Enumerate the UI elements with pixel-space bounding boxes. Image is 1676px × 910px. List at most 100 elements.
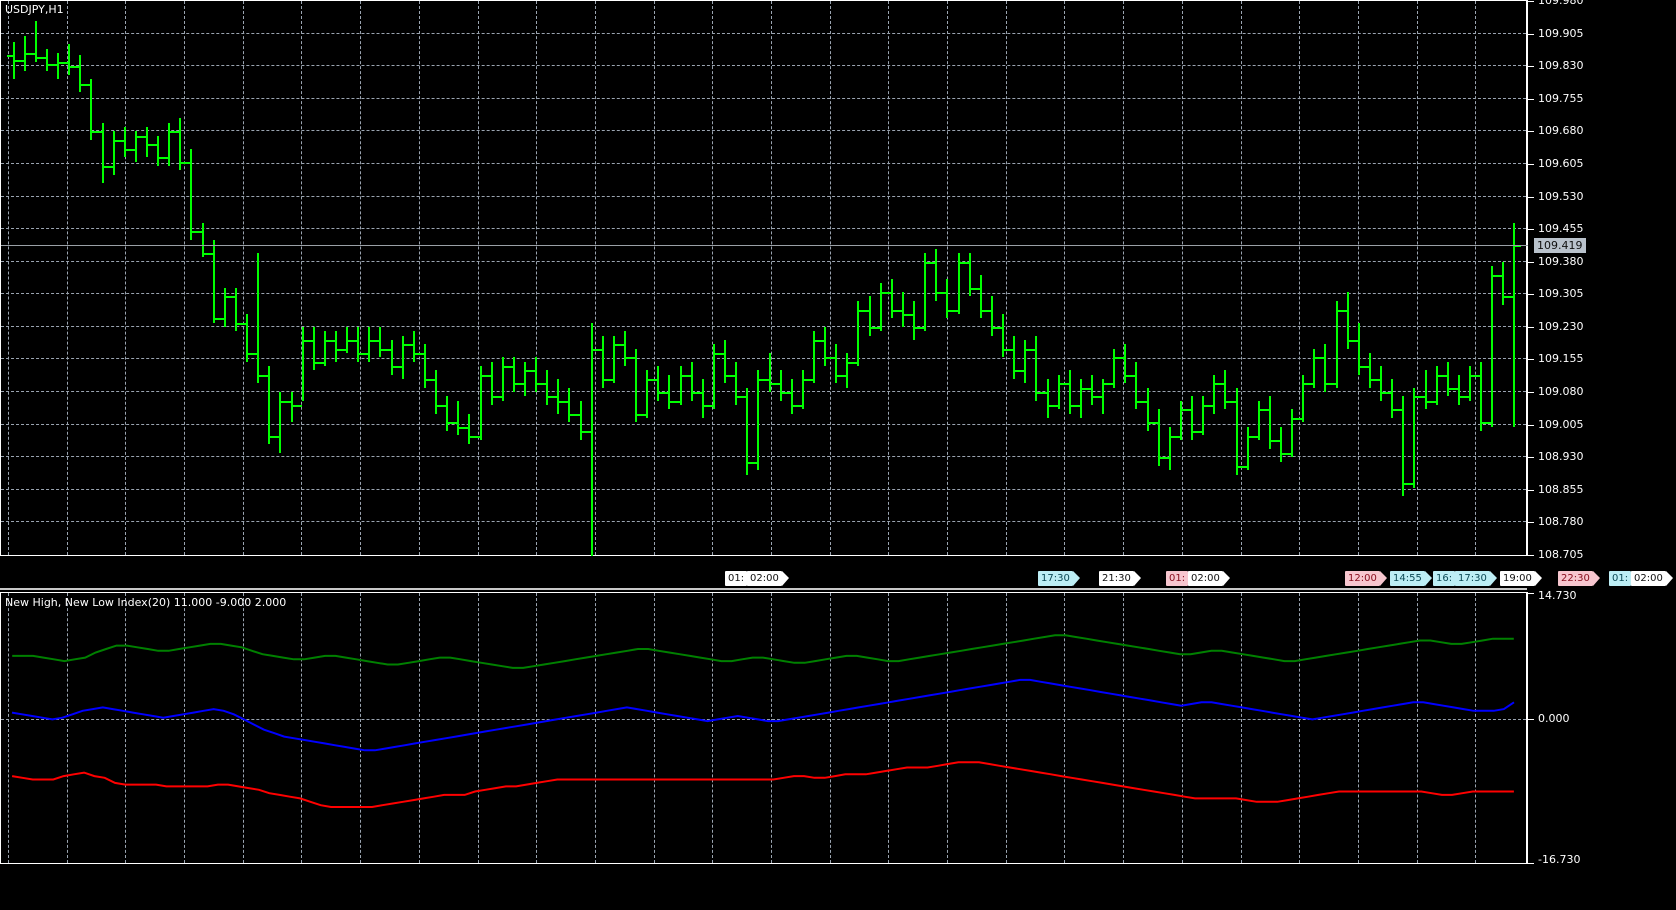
price-axis-label: 109.455 — [1538, 222, 1584, 235]
price-axis-label: 109.230 — [1538, 320, 1584, 333]
candle-open-tick — [1063, 383, 1069, 386]
candle-wick — [1347, 292, 1349, 349]
economic-event-marker[interactable]: 02:00 — [747, 571, 789, 586]
price-axis-tick — [1528, 457, 1534, 458]
candle-open-tick — [640, 413, 646, 416]
candle-wick — [391, 339, 393, 375]
candle-open-tick — [507, 365, 513, 368]
candle-open-tick — [585, 431, 591, 434]
candle-open-tick — [162, 157, 168, 160]
economic-event-marker[interactable]: 01: — [1609, 571, 1639, 586]
candle-close-tick — [1037, 392, 1043, 395]
candle-open-tick — [262, 374, 268, 377]
candle-open-tick — [596, 348, 602, 351]
candle-close-tick — [92, 131, 98, 134]
candle-open-tick — [1107, 383, 1113, 386]
main-chart-pane[interactable] — [0, 0, 1528, 558]
candle-open-tick — [496, 396, 502, 399]
candle-wick — [1258, 400, 1260, 440]
candle-wick — [1169, 426, 1171, 471]
candle-open-tick — [696, 392, 702, 395]
candle-open-tick — [1007, 348, 1013, 351]
candle-wick — [291, 392, 293, 423]
candle-wick — [35, 20, 37, 62]
candle-wick — [202, 222, 204, 258]
candle-open-tick — [952, 309, 958, 312]
candle-wick — [769, 352, 771, 393]
candle-open-tick — [1441, 374, 1447, 377]
candle-open-tick — [1041, 392, 1047, 395]
candle-open-tick — [963, 261, 969, 264]
candle-open-tick — [1363, 365, 1369, 368]
candle-wick — [802, 370, 804, 410]
candle-open-tick — [396, 365, 402, 368]
economic-event-marker[interactable]: 02:00 — [1631, 571, 1673, 586]
candle-wick — [1324, 344, 1326, 393]
candle-open-tick — [918, 326, 924, 329]
candle-open-tick — [1419, 396, 1425, 399]
candle-open-tick — [196, 231, 202, 234]
candle-open-tick — [1163, 457, 1169, 460]
candle-open-tick — [151, 144, 157, 147]
price-axis-tick — [1528, 229, 1534, 230]
candle-wick — [991, 296, 993, 336]
economic-event-marker[interactable]: 17:30 — [1038, 571, 1080, 586]
candle-open-tick — [1018, 370, 1024, 373]
candle-wick — [368, 326, 370, 362]
time-axis[interactable]: 2 May 20183 May 02:003 May 06:003 May 10… — [0, 864, 1676, 910]
economic-event-marker[interactable]: 19:00 — [1500, 571, 1542, 586]
candle-open-tick — [796, 405, 802, 408]
candle-open-tick — [1430, 400, 1436, 403]
candle-open-tick — [618, 344, 624, 347]
candle-open-tick — [418, 352, 424, 355]
economic-event-marker[interactable]: 12:00 — [1345, 571, 1387, 586]
candle-wick — [557, 379, 559, 414]
candle-open-tick — [1230, 400, 1236, 403]
economic-event-marker[interactable]: 16: — [1433, 571, 1463, 586]
candle-open-tick — [929, 261, 935, 264]
candle-open-tick — [985, 309, 991, 312]
indicator-line-new-low — [11, 761, 1514, 808]
indicator-line-new-high — [12, 634, 1514, 669]
candle-open-tick — [1263, 409, 1269, 412]
candle-wick — [1102, 379, 1104, 414]
candle-wick — [1458, 374, 1460, 406]
economic-event-marker[interactable]: 22:30 — [1558, 571, 1600, 586]
candle-open-tick — [318, 361, 324, 364]
economic-event-marker[interactable]: 14:55 — [1390, 571, 1432, 586]
candle-wick — [1069, 370, 1071, 414]
candle-open-tick — [362, 352, 368, 355]
price-axis-tick — [1528, 99, 1534, 100]
candle-wick — [691, 361, 693, 401]
economic-event-marker[interactable]: 02:00 — [1188, 571, 1230, 586]
candle-wick — [835, 344, 837, 384]
candle-wick — [1158, 409, 1160, 466]
candle-open-tick — [574, 413, 580, 416]
candle-wick — [680, 365, 682, 406]
candle-open-tick — [1052, 405, 1058, 408]
candle-open-tick — [774, 383, 780, 386]
economic-event-marker[interactable]: 21:30 — [1099, 571, 1141, 586]
candle-wick — [346, 326, 348, 353]
candle-wick — [313, 326, 315, 371]
candle-open-tick — [1252, 435, 1258, 438]
candle-wick — [1269, 396, 1271, 449]
economic-event-marker[interactable]: 01: — [1166, 571, 1196, 586]
candle-open-tick — [385, 348, 391, 351]
economic-event-marker[interactable]: 17:30 — [1455, 571, 1497, 586]
candle-open-tick — [1174, 435, 1180, 438]
candle-open-tick — [207, 253, 213, 256]
candle-open-tick — [474, 435, 480, 438]
economic-event-marker[interactable]: 01: — [725, 571, 755, 586]
price-axis-label: 108.930 — [1538, 450, 1584, 463]
candle-wick — [1113, 348, 1115, 388]
indicator-pane[interactable] — [0, 592, 1527, 864]
candle-wick — [1124, 344, 1126, 384]
candle-wick — [1302, 374, 1304, 423]
candle-close-tick — [192, 231, 198, 234]
candle-open-tick — [1485, 422, 1491, 425]
candle-wick — [1191, 396, 1193, 440]
candle-open-tick — [662, 392, 668, 395]
candle-open-tick — [1141, 400, 1147, 403]
candle-wick — [1447, 361, 1449, 397]
